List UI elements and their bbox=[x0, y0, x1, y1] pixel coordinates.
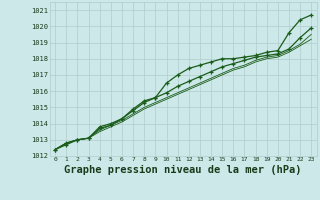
X-axis label: Graphe pression niveau de la mer (hPa): Graphe pression niveau de la mer (hPa) bbox=[64, 165, 302, 175]
